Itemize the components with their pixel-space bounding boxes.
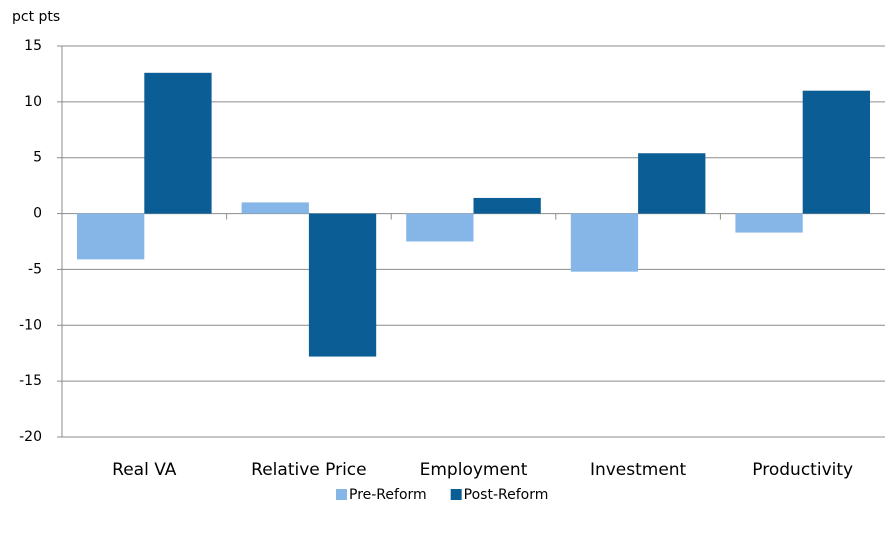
bar [241, 202, 309, 214]
bar [570, 213, 639, 272]
y-tick-label: -10 [19, 317, 42, 333]
y-tick-label: -15 [19, 373, 42, 389]
bar [144, 72, 212, 214]
bar [308, 213, 377, 357]
bar [735, 213, 803, 233]
bar [802, 90, 870, 214]
x-tick-label: Productivity [752, 460, 853, 480]
bar [77, 213, 145, 260]
y-tick-label: 5 [33, 150, 42, 166]
y-tick-label: 10 [24, 94, 42, 110]
x-tick-label: Employment [420, 460, 528, 480]
x-tick-label: Investment [590, 460, 687, 480]
bar [638, 153, 706, 214]
legend-label: Post-Reform [464, 487, 549, 503]
legend-swatch [336, 489, 347, 500]
legend-label: Pre-Reform [349, 487, 427, 503]
bar [406, 213, 474, 242]
y-tick-label: 0 [33, 206, 42, 222]
y-tick-label: -20 [19, 429, 42, 445]
x-tick-label: Real VA [112, 460, 177, 480]
y-tick-label: 15 [24, 38, 42, 54]
bar [473, 197, 541, 214]
x-tick-label: Relative Price [251, 460, 366, 480]
legend-swatch [450, 489, 462, 500]
y-axis-label: pct pts [12, 9, 60, 25]
y-tick-label: -5 [28, 261, 42, 277]
